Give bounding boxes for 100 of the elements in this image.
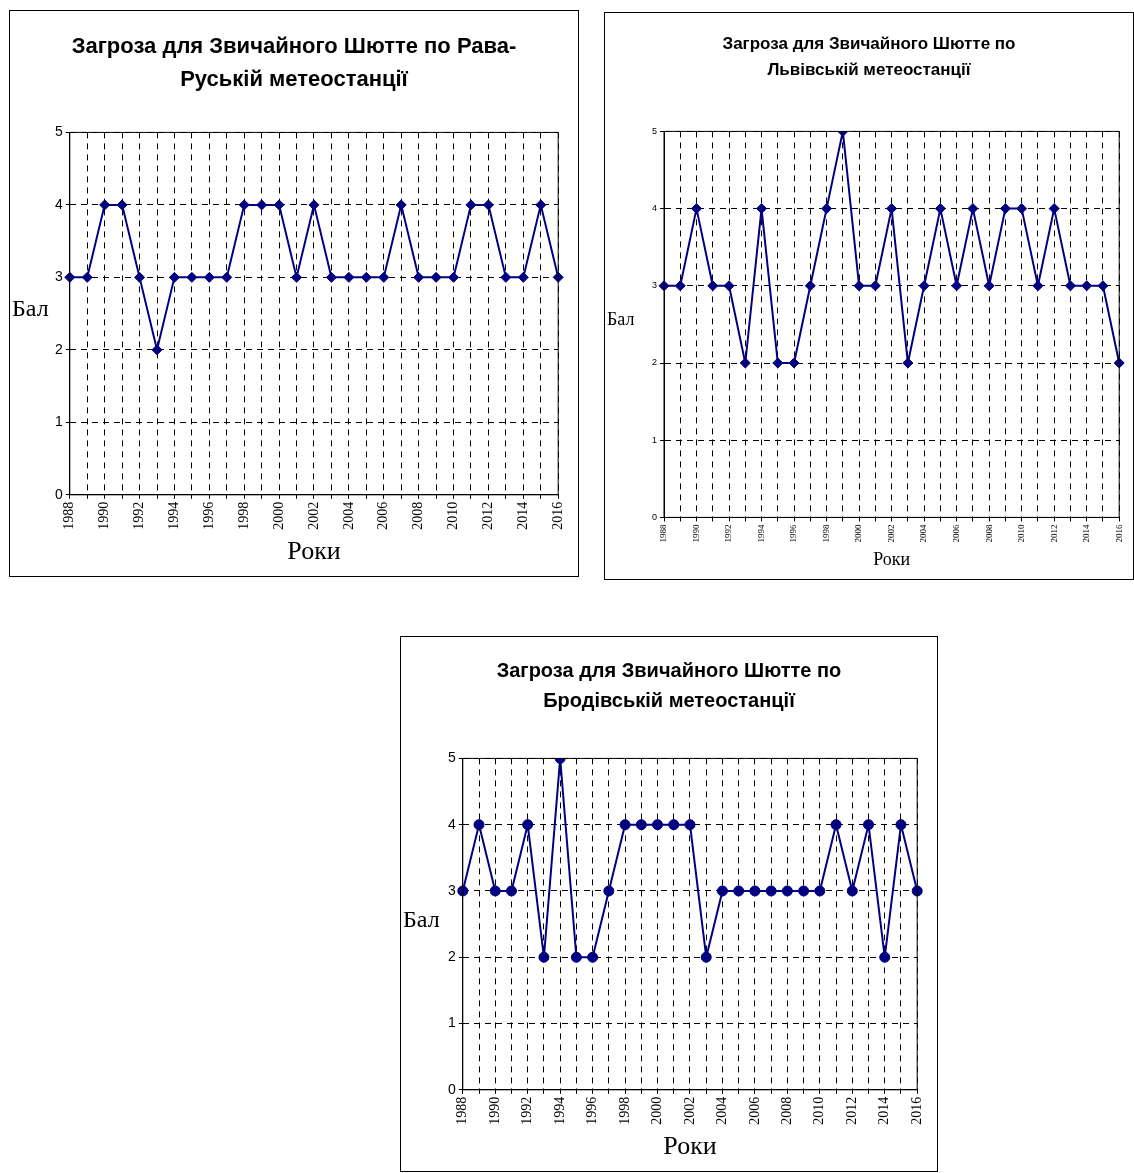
point — [635, 819, 647, 831]
y-tick-label: 2 — [651, 357, 658, 368]
x-tick-label: 1994 — [551, 1096, 567, 1125]
point — [853, 280, 865, 292]
x-tick-label: 2016 — [1113, 523, 1124, 543]
point — [1113, 357, 1125, 369]
chart-title: Загроза для Звичайного Шютте по Львівській метеостанції — [721, 33, 1017, 81]
point — [830, 819, 842, 831]
point — [430, 271, 442, 283]
x-tick-label: 1996 — [788, 523, 799, 543]
point — [343, 271, 355, 283]
y-axis-title: Бал — [403, 906, 440, 933]
point — [360, 271, 372, 283]
point — [895, 819, 907, 831]
point — [902, 357, 914, 369]
x-tick-label: 2010 — [445, 501, 461, 530]
point — [821, 203, 833, 215]
point — [739, 357, 751, 369]
x-tick-label: 1998 — [235, 501, 251, 530]
point — [505, 885, 517, 897]
point — [473, 819, 485, 831]
point — [798, 885, 810, 897]
point — [151, 344, 163, 356]
point — [879, 951, 891, 963]
point — [273, 199, 285, 211]
x-tick-label: 2012 — [480, 501, 496, 530]
x-tick-label: 1998 — [616, 1096, 632, 1125]
point — [700, 951, 712, 963]
x-tick-label: 1996 — [584, 1096, 600, 1125]
x-tick-label: 1988 — [61, 501, 77, 530]
x-tick-label: 2016 — [549, 501, 565, 530]
point — [691, 203, 703, 215]
x-tick-label: 1990 — [690, 523, 701, 543]
chart-title: Загроза для Звичайного Шютте по Бродівській метеостанції — [495, 658, 843, 713]
x-tick-label: 2014 — [514, 501, 530, 530]
x-tick-label: 1988 — [454, 1096, 470, 1125]
point — [134, 271, 146, 283]
y-tick-label: 5 — [651, 125, 658, 136]
point — [378, 271, 390, 283]
point — [911, 885, 923, 897]
y-tick-label: 4 — [651, 203, 658, 214]
point — [749, 885, 761, 897]
point — [81, 271, 93, 283]
x-tick-label: 1992 — [723, 524, 734, 543]
point — [457, 885, 469, 897]
point — [869, 280, 881, 292]
x-axis-title: Роки — [663, 1131, 717, 1161]
point — [684, 819, 696, 831]
point — [64, 271, 76, 283]
y-tick-label: 0 — [447, 1080, 456, 1097]
point — [1081, 280, 1093, 292]
y-tick-label: 1 — [651, 434, 658, 445]
x-tick-label: 2014 — [1081, 523, 1092, 543]
y-tick-label: 3 — [54, 268, 63, 285]
point — [983, 280, 995, 292]
point — [707, 280, 719, 292]
point — [934, 203, 946, 215]
y-tick-label: 1 — [447, 1014, 456, 1031]
point — [804, 280, 816, 292]
x-tick-label: 1998 — [820, 523, 831, 543]
point — [999, 203, 1011, 215]
x-tick-label: 1990 — [486, 1096, 502, 1125]
point — [723, 280, 735, 292]
point — [238, 199, 250, 211]
point — [325, 271, 337, 283]
x-tick-label: 2006 — [950, 523, 961, 543]
x-tick-label: 2002 — [681, 1096, 697, 1125]
x-tick-label: 2006 — [375, 501, 391, 530]
point — [674, 280, 686, 292]
y-tick-label: 5 — [54, 123, 63, 140]
y-axis-title: Бал — [12, 295, 49, 322]
x-tick-label: 1992 — [519, 1096, 535, 1125]
point — [846, 885, 858, 897]
point — [814, 885, 826, 897]
x-tick-label: 1996 — [201, 501, 216, 530]
y-tick-label: 2 — [447, 948, 456, 965]
y-tick-label: 2 — [54, 340, 63, 357]
point — [603, 885, 615, 897]
point — [1097, 280, 1109, 292]
point — [522, 819, 534, 831]
point — [1048, 203, 1060, 215]
x-tick-label: 1990 — [96, 501, 112, 530]
point — [1032, 280, 1044, 292]
x-tick-label: 2008 — [779, 1096, 795, 1125]
x-tick-label: 1992 — [131, 501, 147, 530]
point — [552, 271, 564, 283]
y-tick-label: 1 — [54, 413, 63, 430]
point — [538, 951, 550, 963]
point — [619, 819, 631, 831]
x-tick-label: 2004 — [918, 523, 929, 543]
x-tick-label: 2004 — [714, 1096, 730, 1125]
point — [781, 885, 793, 897]
x-tick-label: 2008 — [983, 523, 994, 543]
point — [203, 271, 215, 283]
x-tick-label: 2000 — [270, 501, 286, 530]
x-tick-label: 2006 — [746, 1096, 762, 1125]
point — [765, 885, 777, 897]
point — [500, 271, 512, 283]
y-tick-label: 4 — [54, 195, 63, 212]
point — [716, 885, 728, 897]
